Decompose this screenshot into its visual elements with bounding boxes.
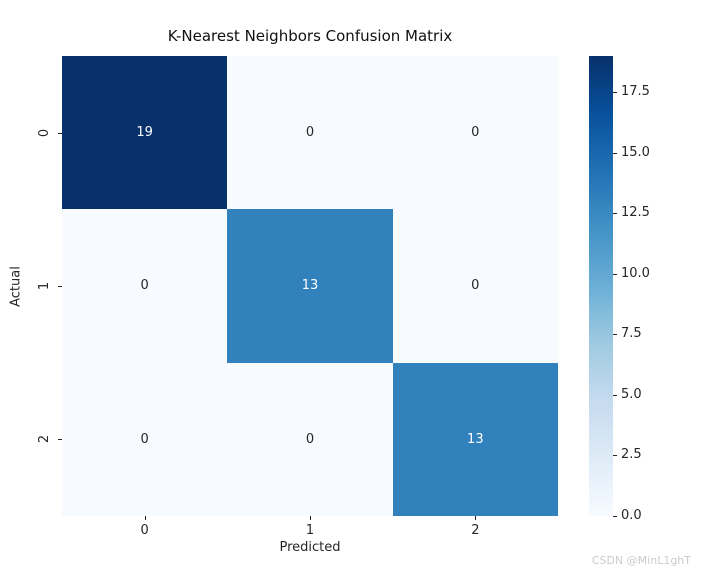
x-tick-label: 0 — [140, 523, 149, 538]
colorbar-tick-mark — [613, 92, 617, 94]
heatmap-cell: 19 — [62, 56, 228, 210]
x-tick-mark — [144, 516, 146, 520]
heatmap-cell: 0 — [62, 362, 228, 516]
colorbar-tick-label: 2.5 — [621, 447, 642, 463]
heatmap-cell: 0 — [392, 209, 558, 363]
heatmap-cell: 13 — [392, 362, 558, 516]
x-tick-mark — [475, 516, 477, 520]
x-tick-mark — [310, 516, 311, 520]
heatmap-cell: 0 — [227, 362, 393, 516]
heatmap-cell: 0 — [62, 209, 228, 363]
colorbar-tick-label: 0.0 — [621, 508, 642, 523]
y-tick-mark — [58, 132, 62, 134]
colorbar-tick-mark — [613, 213, 617, 215]
colorbar-tick-label: 15.0 — [621, 144, 650, 160]
colorbar-tick-label: 17.5 — [621, 84, 650, 100]
colorbar-tick-label: 7.5 — [621, 326, 642, 342]
colorbar-tick-mark — [613, 394, 617, 396]
colorbar-tick-mark — [613, 334, 617, 336]
colorbar — [589, 56, 613, 516]
x-tick-label: 1 — [305, 523, 315, 538]
chart-title: K-Nearest Neighbors Confusion Matrix — [167, 27, 453, 45]
heatmap-cell: 0 — [227, 56, 393, 210]
heatmap-grid: 19 0 0 0 13 0 0 0 13 — [62, 56, 558, 516]
heatmap-cell: 0 — [392, 56, 558, 210]
y-axis-label: Actual — [8, 266, 24, 307]
colorbar-tick-mark — [613, 273, 617, 275]
x-tick-label: 2 — [471, 523, 480, 538]
y-tick-mark — [58, 286, 62, 287]
colorbar-tick-mark — [613, 455, 617, 457]
colorbar-tick-label: 5.0 — [621, 386, 642, 402]
y-tick-label: 1 — [36, 281, 52, 291]
heatmap-cell: 13 — [227, 209, 393, 363]
colorbar-tick-mark — [613, 516, 617, 517]
colorbar-tick-label: 12.5 — [621, 205, 650, 221]
watermark: CSDN @MinL1ghT — [591, 554, 691, 567]
y-tick-label: 2 — [36, 435, 52, 444]
colorbar-tick-label: 10.0 — [621, 265, 650, 281]
y-tick-label: 0 — [36, 128, 52, 137]
colorbar-tick-mark — [613, 152, 617, 154]
x-axis-label: Predicted — [279, 540, 341, 555]
y-tick-mark — [58, 439, 62, 441]
